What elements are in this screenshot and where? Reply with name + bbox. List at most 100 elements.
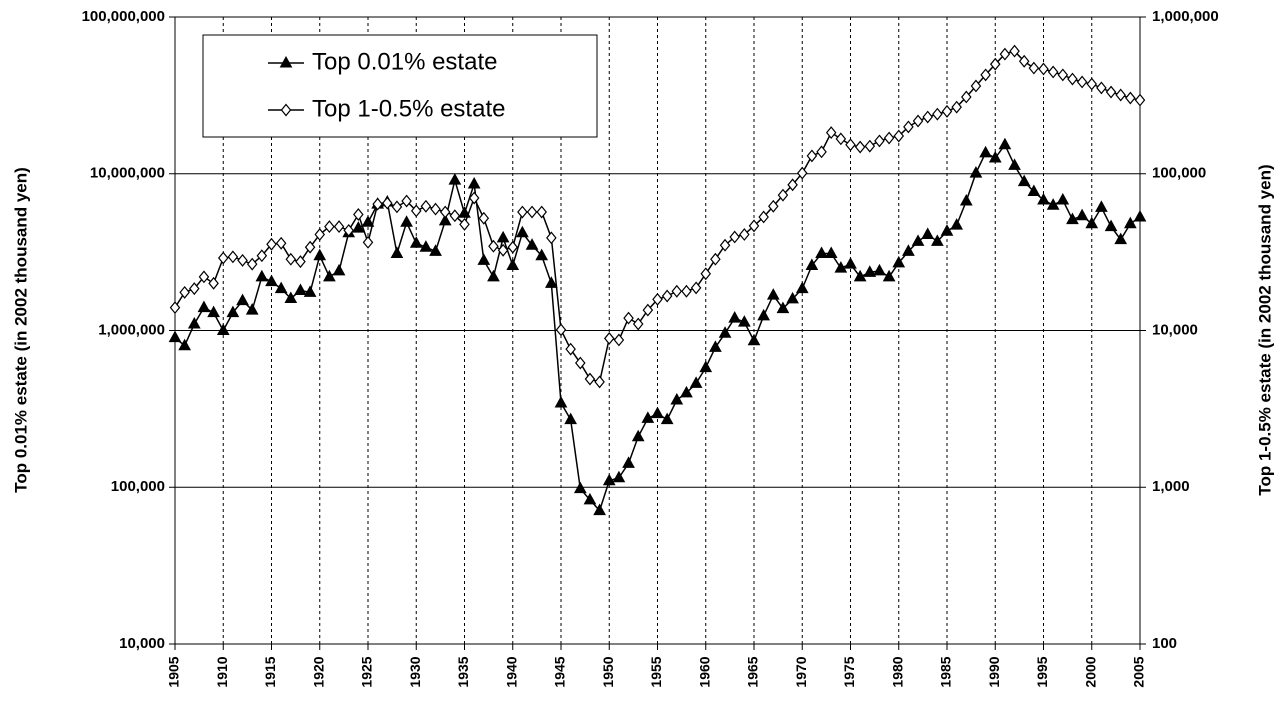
point [352,221,365,233]
point [719,238,731,252]
point [631,429,645,442]
point [332,263,346,276]
point [217,251,229,265]
point [747,333,761,346]
point [825,126,837,140]
point [689,376,703,388]
point [390,246,404,258]
point [246,257,258,271]
point [353,208,364,221]
point [805,258,819,270]
point [545,276,558,288]
x-tick-label: 1990 [986,656,1002,687]
point [940,224,954,236]
point [959,193,973,206]
y-axis-title: Top 0.01% estate (in 2002 thousand yen) [11,167,30,493]
point [535,248,549,261]
point [517,205,528,219]
point [420,199,432,213]
point [738,315,751,327]
point [1017,174,1031,187]
point [796,166,808,180]
point [699,360,713,373]
point [921,227,935,239]
point [1056,192,1070,205]
point [593,503,606,516]
point [651,406,664,419]
point [834,261,848,273]
x-tick-label: 1915 [262,656,278,687]
x-tick-label: 1970 [793,656,809,687]
x-tick-label: 1975 [841,656,857,687]
point [989,57,1001,71]
point [245,303,259,315]
point [237,253,248,267]
point [189,282,200,296]
point [488,239,499,253]
legend-label: Top 0.01% estate [312,48,497,75]
point [1095,200,1108,212]
point [613,333,625,347]
point [1046,198,1060,210]
point [980,68,991,82]
point [362,235,374,249]
legend-marker [279,55,293,68]
y2-tick-label: 1,000 [1152,478,1190,495]
point [197,300,211,313]
y-tick-label: 100,000,000 [82,8,165,25]
point [546,231,557,245]
point [863,265,877,277]
point [853,269,867,282]
point [256,249,268,263]
point [950,218,963,230]
point [1008,158,1021,170]
point [661,289,673,303]
point [169,301,181,315]
point [439,205,451,219]
x-tick-label: 1960 [696,656,712,687]
point [478,211,490,225]
y-tick-label: 10,000 [119,635,165,652]
point [304,240,316,254]
point [882,269,896,282]
point [1075,208,1089,221]
point [265,274,278,287]
point [1134,93,1146,107]
point [506,258,520,270]
point [883,131,895,145]
point [961,90,972,104]
point [632,317,644,331]
point [912,114,924,128]
x-tick-label: 1920 [310,656,326,687]
legend-marker [280,103,292,117]
point [361,215,375,227]
point [594,375,605,389]
point [612,470,626,483]
point [274,281,288,294]
point [941,104,953,118]
point [536,205,547,219]
point [410,204,422,218]
point [1124,216,1137,229]
point [372,197,383,211]
point [777,188,789,202]
point [448,173,462,185]
point [1057,68,1069,82]
point [951,100,962,114]
point [275,236,287,250]
point [660,412,674,425]
y2-axis-title: Top 1-0.5% estate (in 2002 thousand yen) [1255,164,1274,495]
x-tick-label: 1925 [359,656,375,687]
point [988,150,1002,163]
point [400,215,413,227]
point [680,385,693,398]
point [787,178,798,192]
point [525,238,539,250]
point [294,283,307,295]
point [922,110,933,124]
point [343,223,354,237]
point [555,323,567,337]
point [314,227,326,241]
point [1114,232,1128,245]
point [1076,75,1088,89]
